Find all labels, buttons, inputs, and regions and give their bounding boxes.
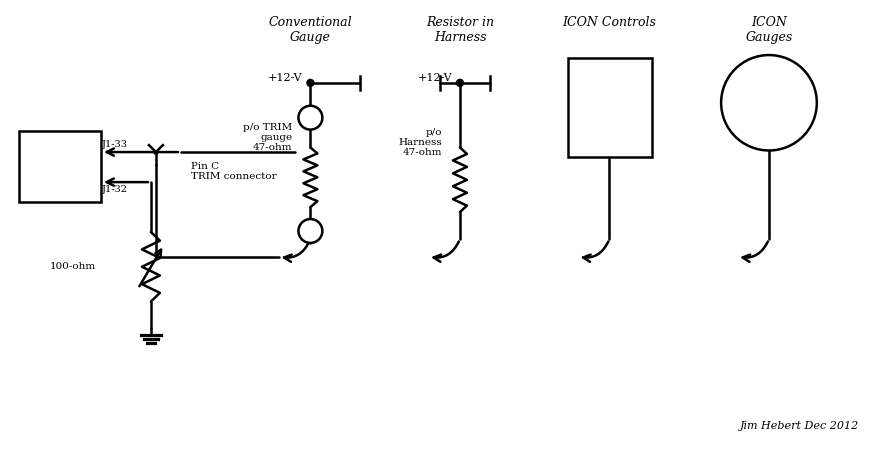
Circle shape bbox=[720, 55, 816, 150]
Bar bbox=[567, 58, 651, 157]
Text: J1-33: J1-33 bbox=[102, 140, 128, 149]
Text: p/o
Harness
47-ohm: p/o Harness 47-ohm bbox=[398, 128, 441, 157]
Text: 100-ohm: 100-ohm bbox=[50, 262, 96, 271]
Text: ESM
Module
ICON
System: ESM Module ICON System bbox=[587, 85, 630, 130]
Text: p/o TRIM
gauge
47-ohm: p/o TRIM gauge 47-ohm bbox=[243, 122, 292, 153]
Text: ICON Controls: ICON Controls bbox=[562, 16, 656, 29]
Text: ICON
Gauges: ICON Gauges bbox=[744, 16, 792, 44]
Text: S: S bbox=[307, 226, 314, 236]
Text: Jim Hebert Dec 2012: Jim Hebert Dec 2012 bbox=[739, 421, 858, 431]
Text: J1-32: J1-32 bbox=[102, 185, 128, 194]
Text: ICON
Tacometer: ICON Tacometer bbox=[738, 92, 797, 114]
Text: Pin C
TRIM connector: Pin C TRIM connector bbox=[190, 162, 276, 181]
Text: I: I bbox=[307, 113, 313, 122]
Text: E-TEC
EMM: E-TEC EMM bbox=[37, 155, 73, 177]
Text: Resistor in
Harness: Resistor in Harness bbox=[425, 16, 494, 44]
Text: +12-V: +12-V bbox=[268, 73, 302, 83]
Circle shape bbox=[307, 80, 314, 86]
Circle shape bbox=[298, 106, 322, 130]
Circle shape bbox=[298, 219, 322, 243]
Bar bbox=[19, 131, 101, 202]
Text: +12-V: +12-V bbox=[417, 73, 452, 83]
Circle shape bbox=[456, 80, 462, 86]
Text: Conventional
Gauge: Conventional Gauge bbox=[268, 16, 352, 44]
